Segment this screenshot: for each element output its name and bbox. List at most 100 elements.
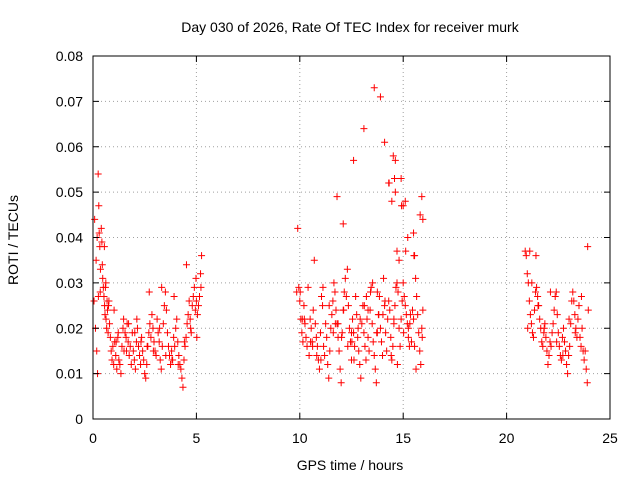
data-point-marker xyxy=(550,306,558,314)
data-point-marker xyxy=(547,342,555,350)
data-point-marker xyxy=(395,256,403,264)
data-point-marker xyxy=(396,342,404,350)
data-point-marker xyxy=(393,279,401,287)
data-point-marker xyxy=(101,311,109,319)
data-point-marker xyxy=(182,333,190,341)
data-point-marker xyxy=(98,238,106,246)
y-tick-label: 0.06 xyxy=(56,139,83,155)
data-point-marker xyxy=(112,338,120,346)
data-point-marker xyxy=(393,361,401,369)
data-point-marker xyxy=(343,265,351,273)
data-point-marker xyxy=(170,292,178,300)
data-point-marker xyxy=(528,329,536,337)
data-point-marker xyxy=(348,338,356,346)
data-point-marker xyxy=(384,315,392,323)
data-point-marker xyxy=(190,283,198,291)
data-point-marker xyxy=(334,320,342,328)
data-point-marker xyxy=(548,329,556,337)
data-point-marker xyxy=(348,329,355,337)
data-point-marker xyxy=(182,261,190,269)
data-point-marker xyxy=(312,333,320,341)
data-point-marker xyxy=(90,297,98,305)
data-point-marker xyxy=(133,324,141,332)
data-point-marker xyxy=(124,338,132,346)
data-point-marker xyxy=(163,329,171,337)
data-point-marker xyxy=(156,324,164,332)
data-point-marker xyxy=(159,320,167,328)
data-point-marker xyxy=(114,329,122,337)
data-point-marker xyxy=(168,356,176,364)
data-point-marker xyxy=(139,347,147,355)
data-point-marker xyxy=(544,361,552,369)
data-point-marker xyxy=(352,292,360,300)
data-point-marker xyxy=(318,292,326,300)
data-point-marker xyxy=(571,311,579,319)
data-point-marker xyxy=(402,247,410,255)
data-point-marker xyxy=(410,229,418,237)
data-point-marker xyxy=(416,211,424,219)
data-point-marker xyxy=(562,347,570,355)
data-point-marker xyxy=(112,351,120,359)
data-point-marker xyxy=(527,320,535,328)
data-point-marker xyxy=(125,351,133,359)
data-point-marker xyxy=(400,292,408,300)
data-point-marker xyxy=(379,311,387,319)
y-tick-label: 0.08 xyxy=(56,48,83,64)
data-point-marker xyxy=(319,302,327,310)
data-point-marker xyxy=(155,338,163,346)
data-point-marker xyxy=(583,379,591,387)
data-point-marker xyxy=(315,365,323,373)
data-point-marker xyxy=(369,279,377,287)
data-point-marker xyxy=(569,288,577,296)
data-point-marker xyxy=(338,329,346,337)
data-point-marker xyxy=(368,320,376,328)
x-tick-label: 20 xyxy=(499,430,515,446)
data-point-marker xyxy=(570,297,578,305)
data-point-marker xyxy=(328,311,336,319)
data-point-marker xyxy=(332,306,340,314)
data-point-marker xyxy=(181,342,189,350)
data-point-marker xyxy=(373,329,381,337)
data-point-marker xyxy=(351,342,359,350)
data-point-marker xyxy=(397,315,405,323)
data-point-marker xyxy=(143,342,151,350)
y-tick-label: 0.02 xyxy=(56,320,83,336)
data-point-marker xyxy=(580,356,588,364)
data-point-marker xyxy=(410,315,418,323)
data-point-marker xyxy=(298,315,306,323)
data-point-marker xyxy=(158,283,166,291)
data-point-marker xyxy=(192,297,200,305)
data-point-marker xyxy=(540,324,548,332)
data-point-marker xyxy=(381,138,389,146)
data-point-marker xyxy=(566,342,574,350)
data-point-marker xyxy=(419,306,427,314)
data-point-marker xyxy=(161,288,169,296)
data-point-marker xyxy=(94,170,102,178)
data-point-marker xyxy=(304,283,312,291)
y-axis-label: ROTI / TECUs xyxy=(5,195,21,285)
data-point-marker xyxy=(390,315,398,323)
data-point-marker xyxy=(95,229,103,237)
data-point-marker xyxy=(376,324,384,332)
data-point-marker xyxy=(329,297,337,305)
data-point-marker xyxy=(584,306,592,314)
data-point-marker xyxy=(187,329,195,337)
data-point-marker xyxy=(137,338,145,346)
data-point-marker xyxy=(576,333,584,341)
x-tick-label: 25 xyxy=(602,430,618,446)
data-point-marker xyxy=(120,315,128,323)
data-point-marker xyxy=(162,306,170,314)
data-point-marker xyxy=(400,329,408,337)
data-point-marker xyxy=(322,320,330,328)
data-point-marker xyxy=(329,329,337,337)
data-point-marker xyxy=(391,156,399,164)
data-point-marker xyxy=(388,356,396,364)
data-point-marker xyxy=(191,306,199,314)
data-point-marker xyxy=(300,302,308,310)
data-point-marker xyxy=(301,320,309,328)
data-point-marker xyxy=(147,333,155,341)
data-point-marker xyxy=(149,347,157,355)
data-point-marker xyxy=(339,220,347,228)
data-point-marker xyxy=(307,338,315,346)
